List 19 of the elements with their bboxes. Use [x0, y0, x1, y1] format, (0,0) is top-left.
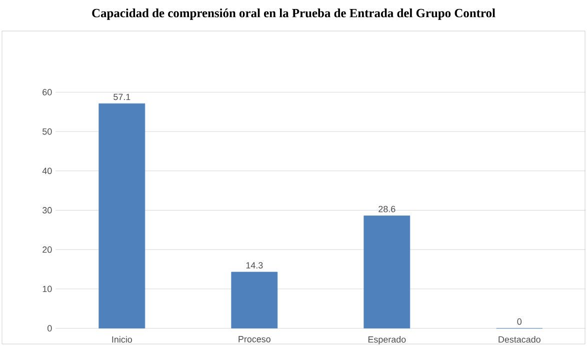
chart-title: Capacidad de comprensión oral en la Prueba de Entrada del Grupo Control: [92, 8, 496, 20]
x-tick-label: Inicio: [112, 336, 132, 343]
y-tick-label: 60: [42, 89, 52, 96]
data-label: 57.1: [114, 94, 130, 100]
bar: [364, 216, 410, 328]
data-label: 0: [517, 318, 522, 325]
x-tick-label: Esperado: [368, 336, 406, 344]
x-tick-label: Destacado: [498, 336, 540, 343]
y-tick-label: 50: [42, 128, 52, 135]
y-tick-label: 0: [47, 325, 52, 332]
x-tick-label: Proceso: [238, 336, 270, 342]
data-label: 14.3: [246, 262, 263, 269]
y-tick-label: 40: [42, 168, 52, 174]
data-label: 28.6: [378, 206, 396, 212]
bar: [231, 272, 278, 328]
y-tick-label: 30: [42, 207, 52, 214]
bar: [98, 103, 146, 328]
y-tick-label: 20: [42, 246, 52, 253]
y-tick-label: 10: [42, 286, 52, 292]
